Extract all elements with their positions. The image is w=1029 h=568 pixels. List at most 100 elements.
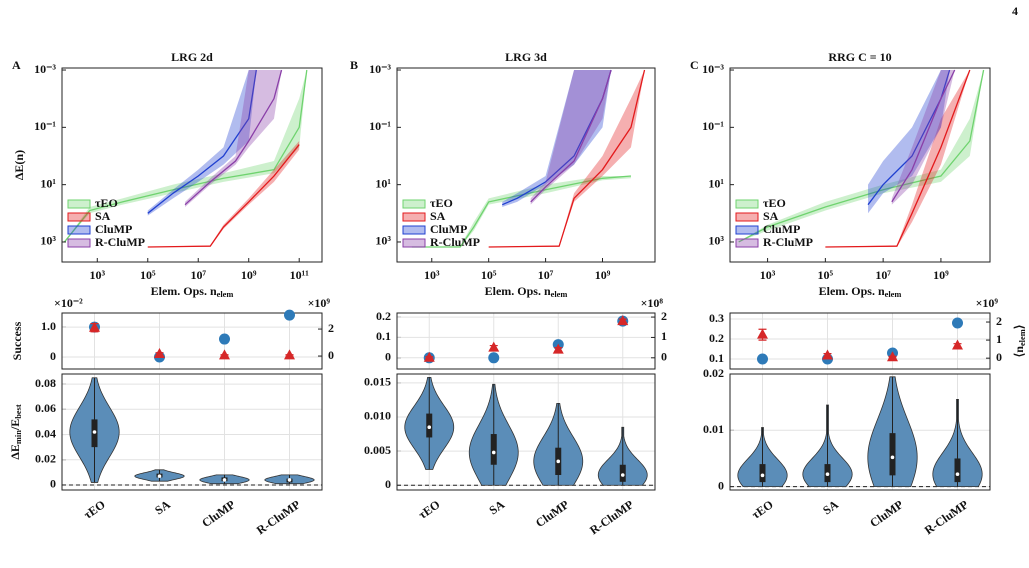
median-marker: [760, 473, 765, 478]
confidence-band: [868, 70, 950, 214]
y-axis-label: ΔEmin/Ebest: [8, 404, 23, 459]
triangle-marker: [552, 343, 564, 354]
triangle-marker: [488, 341, 500, 352]
legend-label: τEO: [763, 196, 786, 210]
label-part: Elem. Ops. n: [485, 284, 551, 298]
legend-label: CluMP: [95, 222, 132, 236]
y-tick-label: 0.01: [703, 422, 724, 436]
median-marker: [491, 450, 496, 455]
triangle-marker: [887, 351, 898, 362]
legend-label: CluMP: [430, 222, 467, 236]
y-tick-label: 0.015: [364, 375, 391, 389]
y-tick-label: 0.3: [709, 311, 724, 325]
y-tick-label: 0.005: [364, 443, 391, 457]
confidence-band: [64, 70, 307, 242]
series-line: [411, 175, 632, 248]
page-number: 4: [1012, 4, 1018, 18]
median-marker: [825, 472, 830, 477]
y-tick-label: 0: [385, 477, 391, 491]
legend-swatch: [402, 212, 426, 222]
y-tick-label: 10⁻¹: [369, 119, 391, 133]
y-tick-label: 0.010: [364, 409, 391, 423]
legend-swatch: [735, 225, 759, 235]
legend-swatch: [402, 225, 426, 235]
circle-marker: [757, 353, 768, 365]
x-tick-label: SA: [152, 497, 173, 517]
y-tick-label: 1.0: [41, 319, 56, 333]
label-part: /E: [8, 419, 22, 431]
x-tick-label: R-CluMP: [922, 497, 971, 537]
x-tick-label: 10⁷: [538, 268, 554, 282]
x-tick-label: 10³: [89, 268, 105, 282]
legend-label: CluMP: [763, 222, 800, 236]
y-tick-label: 0: [718, 478, 724, 492]
y-tick-label: 10³: [40, 234, 56, 248]
panel-label: A: [12, 58, 21, 72]
legend-label: R-CluMP: [763, 235, 813, 249]
y-multiplier: ×10⁻²: [54, 296, 83, 310]
x-tick-label: 10³: [760, 268, 776, 282]
chart-title: LRG 2d: [171, 50, 213, 64]
legend-label: R-CluMP: [95, 235, 145, 249]
series-line: [891, 69, 956, 203]
series-line: [147, 69, 257, 214]
x-tick-label: 10³: [424, 268, 440, 282]
y-tick-label: 10¹: [40, 176, 56, 190]
label-part: ΔE: [8, 444, 22, 460]
confidence-band: [488, 70, 645, 248]
series-line: [825, 69, 971, 248]
panel-label: B: [350, 58, 358, 72]
y-tick-label: 0.02: [35, 451, 56, 465]
median-marker: [556, 459, 561, 464]
triangle-marker: [284, 349, 295, 360]
y2-tick-label: 2: [996, 314, 1002, 328]
chart-title: RRG C = 10: [828, 50, 891, 64]
x-tick-label: τEO: [416, 497, 443, 522]
median-marker: [955, 472, 960, 477]
series-line: [147, 144, 300, 248]
iqr-box: [954, 458, 961, 483]
y-tick-label: 0: [385, 350, 391, 364]
legend-label: SA: [95, 209, 111, 223]
chart-title: LRG 3d: [505, 50, 547, 64]
x-tick-label: τEO: [749, 497, 776, 522]
x-tick-label: CluMP: [867, 497, 906, 530]
plot-frame: [61, 67, 323, 263]
median-marker: [157, 474, 162, 478]
circle-marker: [488, 352, 500, 364]
subscript: min: [14, 430, 23, 444]
series-line: [488, 69, 646, 248]
plot-frame: [396, 312, 656, 370]
y-tick-label: 10¹: [708, 176, 724, 190]
y2-tick-label: 1: [996, 332, 1002, 346]
label-part: ⟩: [1012, 325, 1026, 330]
circle-marker: [284, 309, 295, 321]
y-tick-label: 10³: [708, 234, 724, 248]
y-tick-label: 10⁻¹: [34, 119, 56, 133]
triangle-marker: [757, 328, 768, 339]
median-marker: [427, 425, 432, 430]
x-axis-label: Elem. Ops. nelem: [485, 284, 568, 299]
confidence-band: [185, 70, 282, 207]
median-marker: [620, 473, 625, 477]
x-tick-label: SA: [486, 497, 507, 517]
series-line: [738, 69, 985, 243]
iqr-box: [889, 433, 896, 476]
plot-frame: [396, 67, 656, 263]
subscript: elem: [551, 290, 568, 299]
median-marker: [92, 430, 97, 434]
triangle-marker: [219, 349, 230, 360]
y-tick-label: 10⁻³: [34, 62, 56, 76]
series-line: [184, 69, 283, 206]
confidence-band: [825, 70, 970, 248]
x-tick-label: R-CluMP: [587, 497, 636, 537]
subscript: elem: [217, 290, 234, 299]
y-axis-label: ΔE(n): [12, 150, 26, 180]
triangle-marker: [822, 349, 833, 360]
y2-multiplier: ×10⁹: [976, 296, 999, 310]
y-tick-label: 10⁻³: [702, 62, 724, 76]
plot-frame: [61, 373, 323, 491]
series-line: [63, 69, 308, 243]
plot-frame: [729, 312, 991, 370]
legend-label: SA: [763, 209, 779, 223]
